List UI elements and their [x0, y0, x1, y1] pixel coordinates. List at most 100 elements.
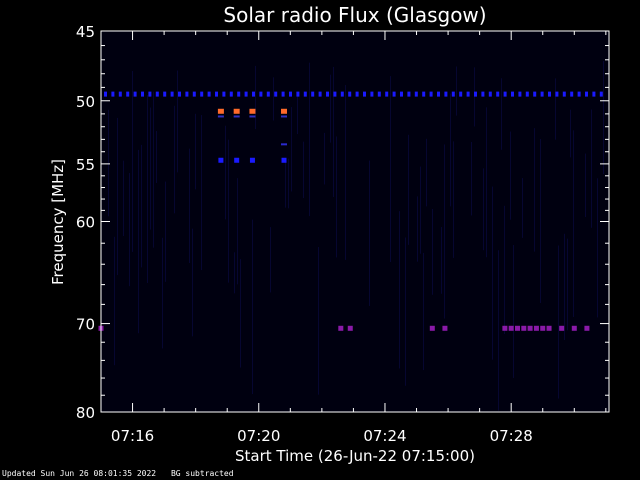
band-mark — [207, 91, 211, 97]
noise-streak — [201, 115, 202, 271]
band-mark — [303, 91, 307, 97]
noise-streak — [417, 196, 418, 262]
band-mark — [104, 91, 107, 97]
band-mark — [281, 91, 285, 97]
noise-streak — [141, 144, 142, 268]
noise-streak — [165, 181, 166, 282]
noise-streak — [426, 138, 427, 207]
band-mark — [540, 91, 544, 97]
band-mark — [215, 91, 218, 97]
band-mark — [249, 157, 255, 163]
noise-streak — [147, 95, 148, 283]
noise-streak — [564, 233, 565, 340]
band-mark — [400, 91, 403, 97]
band-mark — [338, 325, 344, 331]
noise-streak — [558, 245, 559, 399]
band-mark — [559, 325, 565, 331]
band-mark — [347, 325, 353, 331]
band-mark — [296, 91, 300, 97]
noise-streak — [456, 66, 457, 116]
band-mark — [126, 91, 130, 97]
noise-streak — [318, 247, 319, 395]
band-mark — [249, 115, 256, 118]
band-mark — [178, 91, 181, 97]
band-mark — [133, 91, 137, 97]
band-mark — [281, 115, 288, 118]
noise-streak — [591, 109, 592, 228]
noise-streak — [285, 159, 286, 208]
noise-streak — [534, 128, 535, 252]
noise-streak — [189, 148, 190, 264]
band-mark — [217, 115, 224, 118]
noise-streak — [192, 228, 193, 337]
band-mark — [562, 91, 566, 97]
noise-streak — [444, 144, 445, 319]
noise-streak — [234, 252, 235, 294]
band-mark — [503, 91, 507, 97]
band-mark — [249, 108, 256, 114]
band-mark — [407, 91, 411, 97]
noise-streak — [486, 107, 487, 258]
band-mark — [318, 91, 322, 97]
noise-streak — [522, 178, 523, 238]
x-tick-label: 07:24 — [363, 427, 406, 445]
band-mark — [200, 91, 204, 97]
band-mark — [155, 91, 159, 97]
band-mark — [514, 325, 520, 331]
band-mark — [222, 91, 226, 97]
noise-streak — [570, 109, 571, 158]
band-mark — [466, 91, 470, 97]
noise-streak — [504, 205, 505, 335]
noise-streak — [441, 227, 442, 294]
x-axis: 07:16 07:20 07:24 07:28 — [100, 31, 607, 445]
band-mark — [548, 91, 551, 97]
band-mark — [555, 91, 559, 97]
band-mark — [333, 91, 337, 97]
noise-streak — [345, 85, 346, 260]
x-axis-label: Start Time (26-Jun-22 07:15:00) — [235, 447, 475, 465]
y-tick-label: 70 — [76, 316, 95, 334]
band-mark — [217, 108, 224, 114]
noise-streak — [288, 158, 289, 209]
noise-streak — [297, 93, 298, 135]
band-mark — [392, 91, 396, 97]
noise-streak — [501, 78, 502, 150]
band-mark — [385, 91, 389, 97]
band-mark — [192, 91, 196, 97]
noise-streak — [153, 91, 154, 248]
band-mark — [118, 91, 122, 97]
band-mark — [481, 91, 485, 97]
chart-title: Solar radio Flux (Glasgow) — [223, 3, 486, 27]
noise-streak — [324, 132, 325, 185]
band-mark — [442, 325, 448, 331]
band-mark — [111, 91, 115, 97]
band-mark — [233, 108, 240, 114]
noise-streak — [270, 227, 271, 293]
noise-streak — [567, 238, 568, 331]
footer: Updated Sun Jun 26 08:01:35 2022 BG subt… — [2, 469, 244, 478]
band-mark — [511, 91, 514, 97]
band-mark — [281, 143, 288, 146]
band-mark — [422, 91, 426, 97]
band-mark — [437, 91, 440, 97]
noise-streak — [603, 61, 604, 175]
noise-streak — [420, 166, 421, 254]
band-mark — [571, 325, 577, 331]
band-mark — [229, 91, 233, 97]
noise-streak — [399, 211, 400, 369]
band-mark — [266, 91, 270, 97]
band-mark — [570, 91, 574, 97]
noise-streak — [555, 78, 556, 140]
noise-streak — [240, 259, 241, 368]
noise-streak — [336, 136, 337, 258]
band-mark — [170, 91, 174, 97]
noise-streak — [450, 93, 451, 207]
band-mark — [141, 91, 144, 97]
noise-streak — [228, 139, 229, 283]
band-mark — [533, 325, 539, 331]
noise-streak — [114, 236, 115, 366]
noise-streak — [483, 168, 484, 251]
band-mark — [281, 108, 288, 114]
noise-streak — [510, 131, 511, 220]
band-mark — [348, 91, 352, 97]
